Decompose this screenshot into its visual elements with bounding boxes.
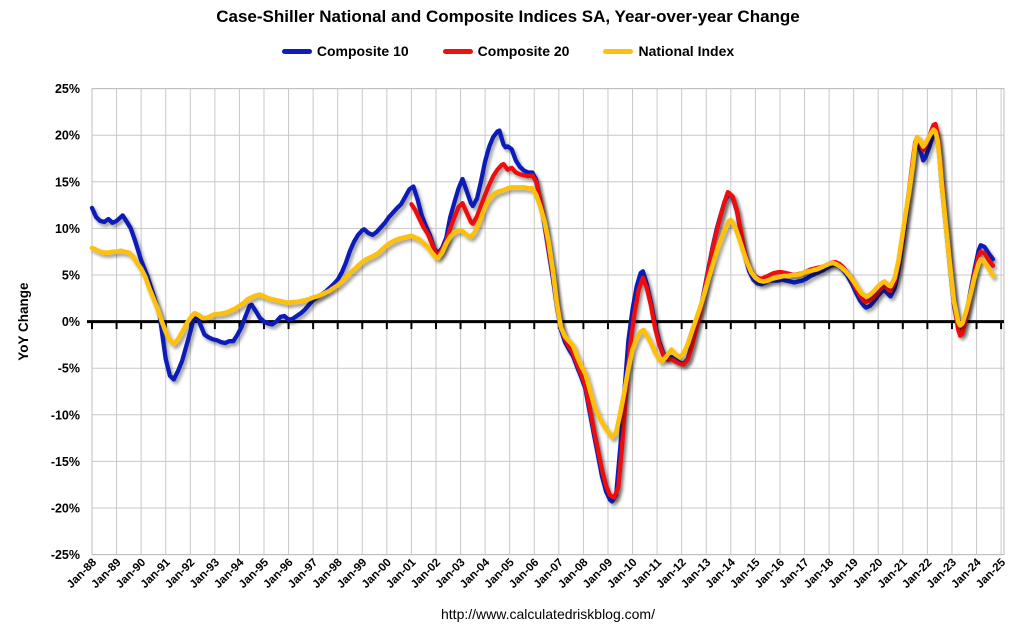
legend-swatch-composite10 bbox=[281, 48, 312, 54]
y-tick-label: 20% bbox=[55, 129, 80, 143]
chart-title: Case-Shiller National and Composite Indi… bbox=[216, 7, 800, 26]
legend-label-composite20: Composite 20 bbox=[477, 43, 570, 59]
y-tick-label: -5% bbox=[58, 362, 80, 376]
y-tick-label: -25% bbox=[51, 548, 80, 562]
chart-legend: Composite 10 Composite 20 National Index bbox=[0, 43, 1016, 59]
y-tick-label: 25% bbox=[55, 82, 80, 96]
series-line-composite20 bbox=[409, 121, 996, 500]
y-tick-label: 10% bbox=[55, 222, 80, 236]
legend-label-composite10: Composite 10 bbox=[316, 43, 409, 59]
legend-swatch-national bbox=[603, 48, 634, 54]
legend-label-national: National Index bbox=[638, 43, 735, 59]
y-tick-label: -10% bbox=[51, 408, 80, 422]
y-tick-label: 15% bbox=[55, 175, 80, 189]
series-line-composite10 bbox=[89, 128, 996, 504]
series-line-national bbox=[89, 127, 996, 440]
y-axis-title: YoY Change bbox=[16, 282, 31, 361]
legend-item-national: National Index bbox=[603, 43, 734, 59]
footer-url: http://www.calculatedriskblog.com/ bbox=[441, 606, 655, 622]
legend-item-composite10: Composite 10 bbox=[281, 43, 409, 59]
legend-item-composite20: Composite 20 bbox=[442, 43, 570, 59]
y-tick-label: -15% bbox=[51, 455, 80, 469]
y-tick-label: -20% bbox=[51, 502, 80, 516]
legend-swatch-composite20 bbox=[442, 48, 473, 54]
y-tick-label: 5% bbox=[62, 269, 80, 283]
y-tick-label: 0% bbox=[62, 315, 80, 329]
